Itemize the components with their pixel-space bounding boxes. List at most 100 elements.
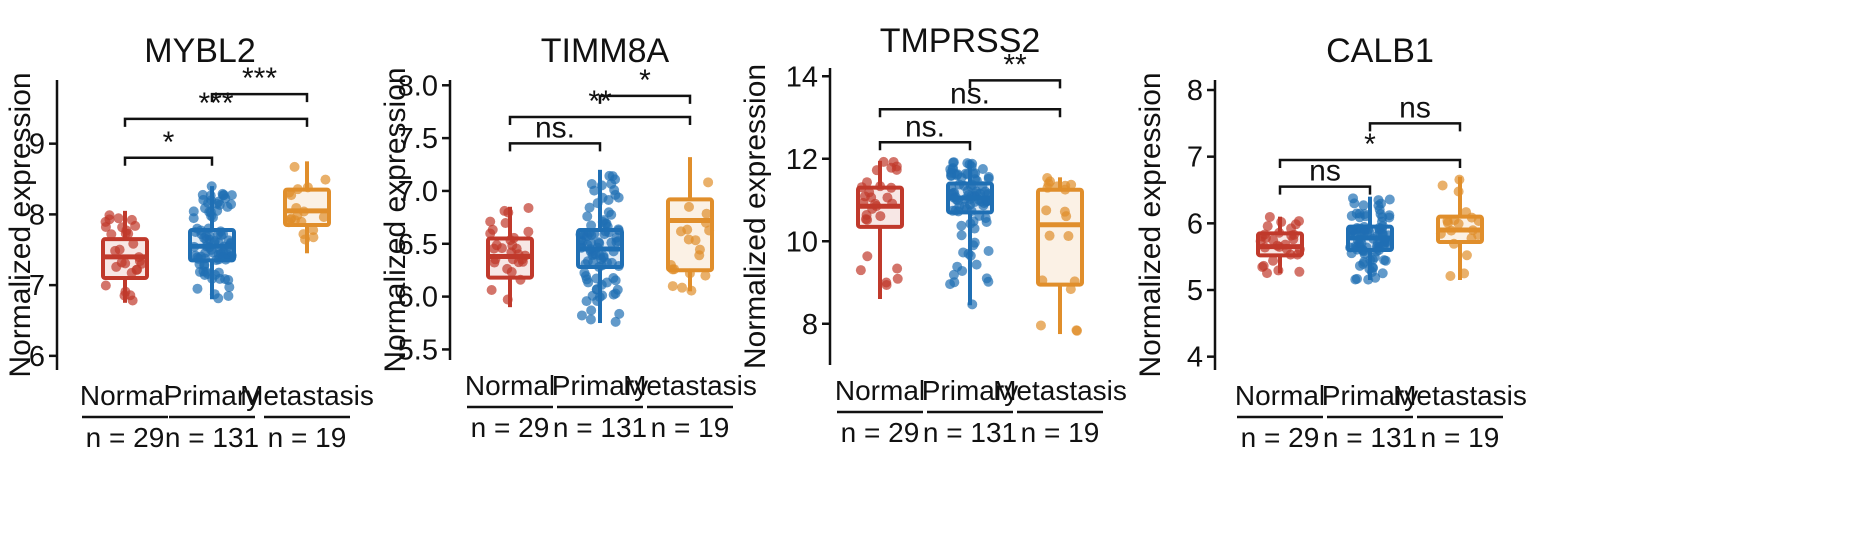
panel-title: MYBL2 bbox=[144, 32, 256, 70]
significance-bracket bbox=[878, 108, 1062, 118]
data-point bbox=[614, 308, 625, 319]
significance-label: * bbox=[1364, 128, 1376, 161]
data-point bbox=[610, 275, 621, 286]
data-point bbox=[128, 238, 139, 249]
data-point bbox=[1377, 268, 1388, 279]
data-point bbox=[613, 192, 624, 203]
data-point bbox=[192, 283, 203, 294]
data-point bbox=[502, 263, 513, 274]
count-label: n = 29 bbox=[86, 422, 165, 453]
data-point bbox=[683, 234, 694, 245]
data-point bbox=[675, 226, 686, 237]
data-point bbox=[945, 164, 956, 175]
data-point bbox=[213, 293, 224, 304]
data-point bbox=[601, 277, 612, 288]
data-point bbox=[582, 230, 593, 241]
data-point bbox=[1380, 255, 1391, 266]
count-label: n = 19 bbox=[1021, 417, 1100, 448]
significance-label: * bbox=[639, 64, 651, 97]
y-tick-label: 14 bbox=[786, 61, 818, 93]
data-point bbox=[667, 281, 678, 292]
data-point bbox=[956, 220, 967, 231]
panel-title: TMPRSS2 bbox=[880, 22, 1041, 60]
y-axis-label: Normalized expression bbox=[379, 67, 412, 372]
data-point bbox=[582, 211, 593, 222]
significance-bracket bbox=[1368, 122, 1462, 132]
data-point bbox=[197, 189, 208, 200]
data-point bbox=[1453, 218, 1464, 229]
box bbox=[666, 197, 714, 273]
data-point bbox=[949, 187, 960, 198]
data-point bbox=[1262, 221, 1273, 232]
y-tick-label: 5.5 bbox=[398, 334, 438, 366]
data-point bbox=[106, 229, 117, 240]
data-point bbox=[586, 220, 597, 231]
y-tick-label: 12 bbox=[786, 144, 818, 176]
count-label: n = 131 bbox=[923, 417, 1017, 448]
count-label: n = 131 bbox=[165, 422, 259, 453]
data-point bbox=[132, 264, 143, 275]
data-point bbox=[1065, 284, 1076, 295]
data-point bbox=[1375, 209, 1386, 220]
y-tick-label: 7 bbox=[1187, 142, 1203, 174]
data-point bbox=[875, 211, 886, 222]
data-point bbox=[1258, 260, 1269, 271]
significance-bracket bbox=[123, 156, 214, 166]
significance-bracket bbox=[1278, 185, 1372, 195]
data-point bbox=[496, 243, 507, 254]
data-point bbox=[1072, 325, 1083, 336]
significance-bracket bbox=[508, 142, 602, 152]
data-point bbox=[576, 310, 587, 321]
data-point bbox=[1041, 205, 1052, 216]
data-point bbox=[981, 273, 992, 284]
data-point bbox=[111, 261, 122, 272]
significance-bracket bbox=[508, 115, 692, 125]
data-point bbox=[308, 225, 319, 236]
data-point bbox=[610, 316, 621, 327]
category-label: Metastasis bbox=[1393, 380, 1527, 411]
y-tick-label: 8 bbox=[802, 309, 818, 341]
y-tick-label: 5 bbox=[1187, 275, 1203, 307]
data-point bbox=[100, 216, 111, 227]
category-label: Metastasis bbox=[240, 380, 374, 411]
data-point bbox=[981, 216, 992, 227]
data-point bbox=[110, 245, 121, 256]
data-point bbox=[320, 174, 331, 185]
data-point bbox=[1264, 211, 1275, 222]
significance-label: ** bbox=[1003, 48, 1027, 81]
data-point bbox=[1358, 200, 1369, 211]
category-label: Primary bbox=[1322, 380, 1418, 411]
category-label: Normal bbox=[465, 370, 555, 401]
data-point bbox=[586, 305, 597, 316]
category-label: Primary bbox=[922, 375, 1018, 406]
data-point bbox=[1066, 179, 1077, 190]
data-point bbox=[1059, 206, 1070, 217]
data-point bbox=[862, 251, 873, 262]
data-point bbox=[598, 251, 609, 262]
data-point bbox=[489, 257, 500, 268]
data-point bbox=[318, 212, 329, 223]
data-point bbox=[200, 203, 211, 214]
data-point bbox=[1035, 320, 1046, 331]
significance-bracket bbox=[123, 117, 309, 127]
data-point bbox=[198, 266, 209, 277]
data-point bbox=[1356, 238, 1367, 249]
y-tick-label: 8 bbox=[29, 199, 45, 231]
plot-area: 6 7 8 9 Normal n = 29 Primary n = 131 Metastasis… bbox=[29, 62, 374, 453]
panel-tmprss2: TMPRSS2 Normalized expression 8 10 12 14 Nor… bbox=[739, 22, 1127, 448]
y-tick-label: 4 bbox=[1187, 342, 1203, 374]
count-label: n = 19 bbox=[1421, 422, 1500, 453]
count-label: n = 29 bbox=[841, 417, 920, 448]
data-point bbox=[486, 284, 497, 295]
data-point bbox=[957, 265, 968, 276]
data-point bbox=[1384, 194, 1395, 205]
count-label: n = 19 bbox=[651, 412, 730, 443]
data-point bbox=[862, 214, 873, 225]
data-point bbox=[212, 205, 223, 216]
y-tick-label: 7.5 bbox=[398, 123, 438, 155]
data-point bbox=[201, 231, 212, 242]
y-tick-label: 10 bbox=[786, 226, 818, 258]
data-point bbox=[585, 314, 596, 325]
